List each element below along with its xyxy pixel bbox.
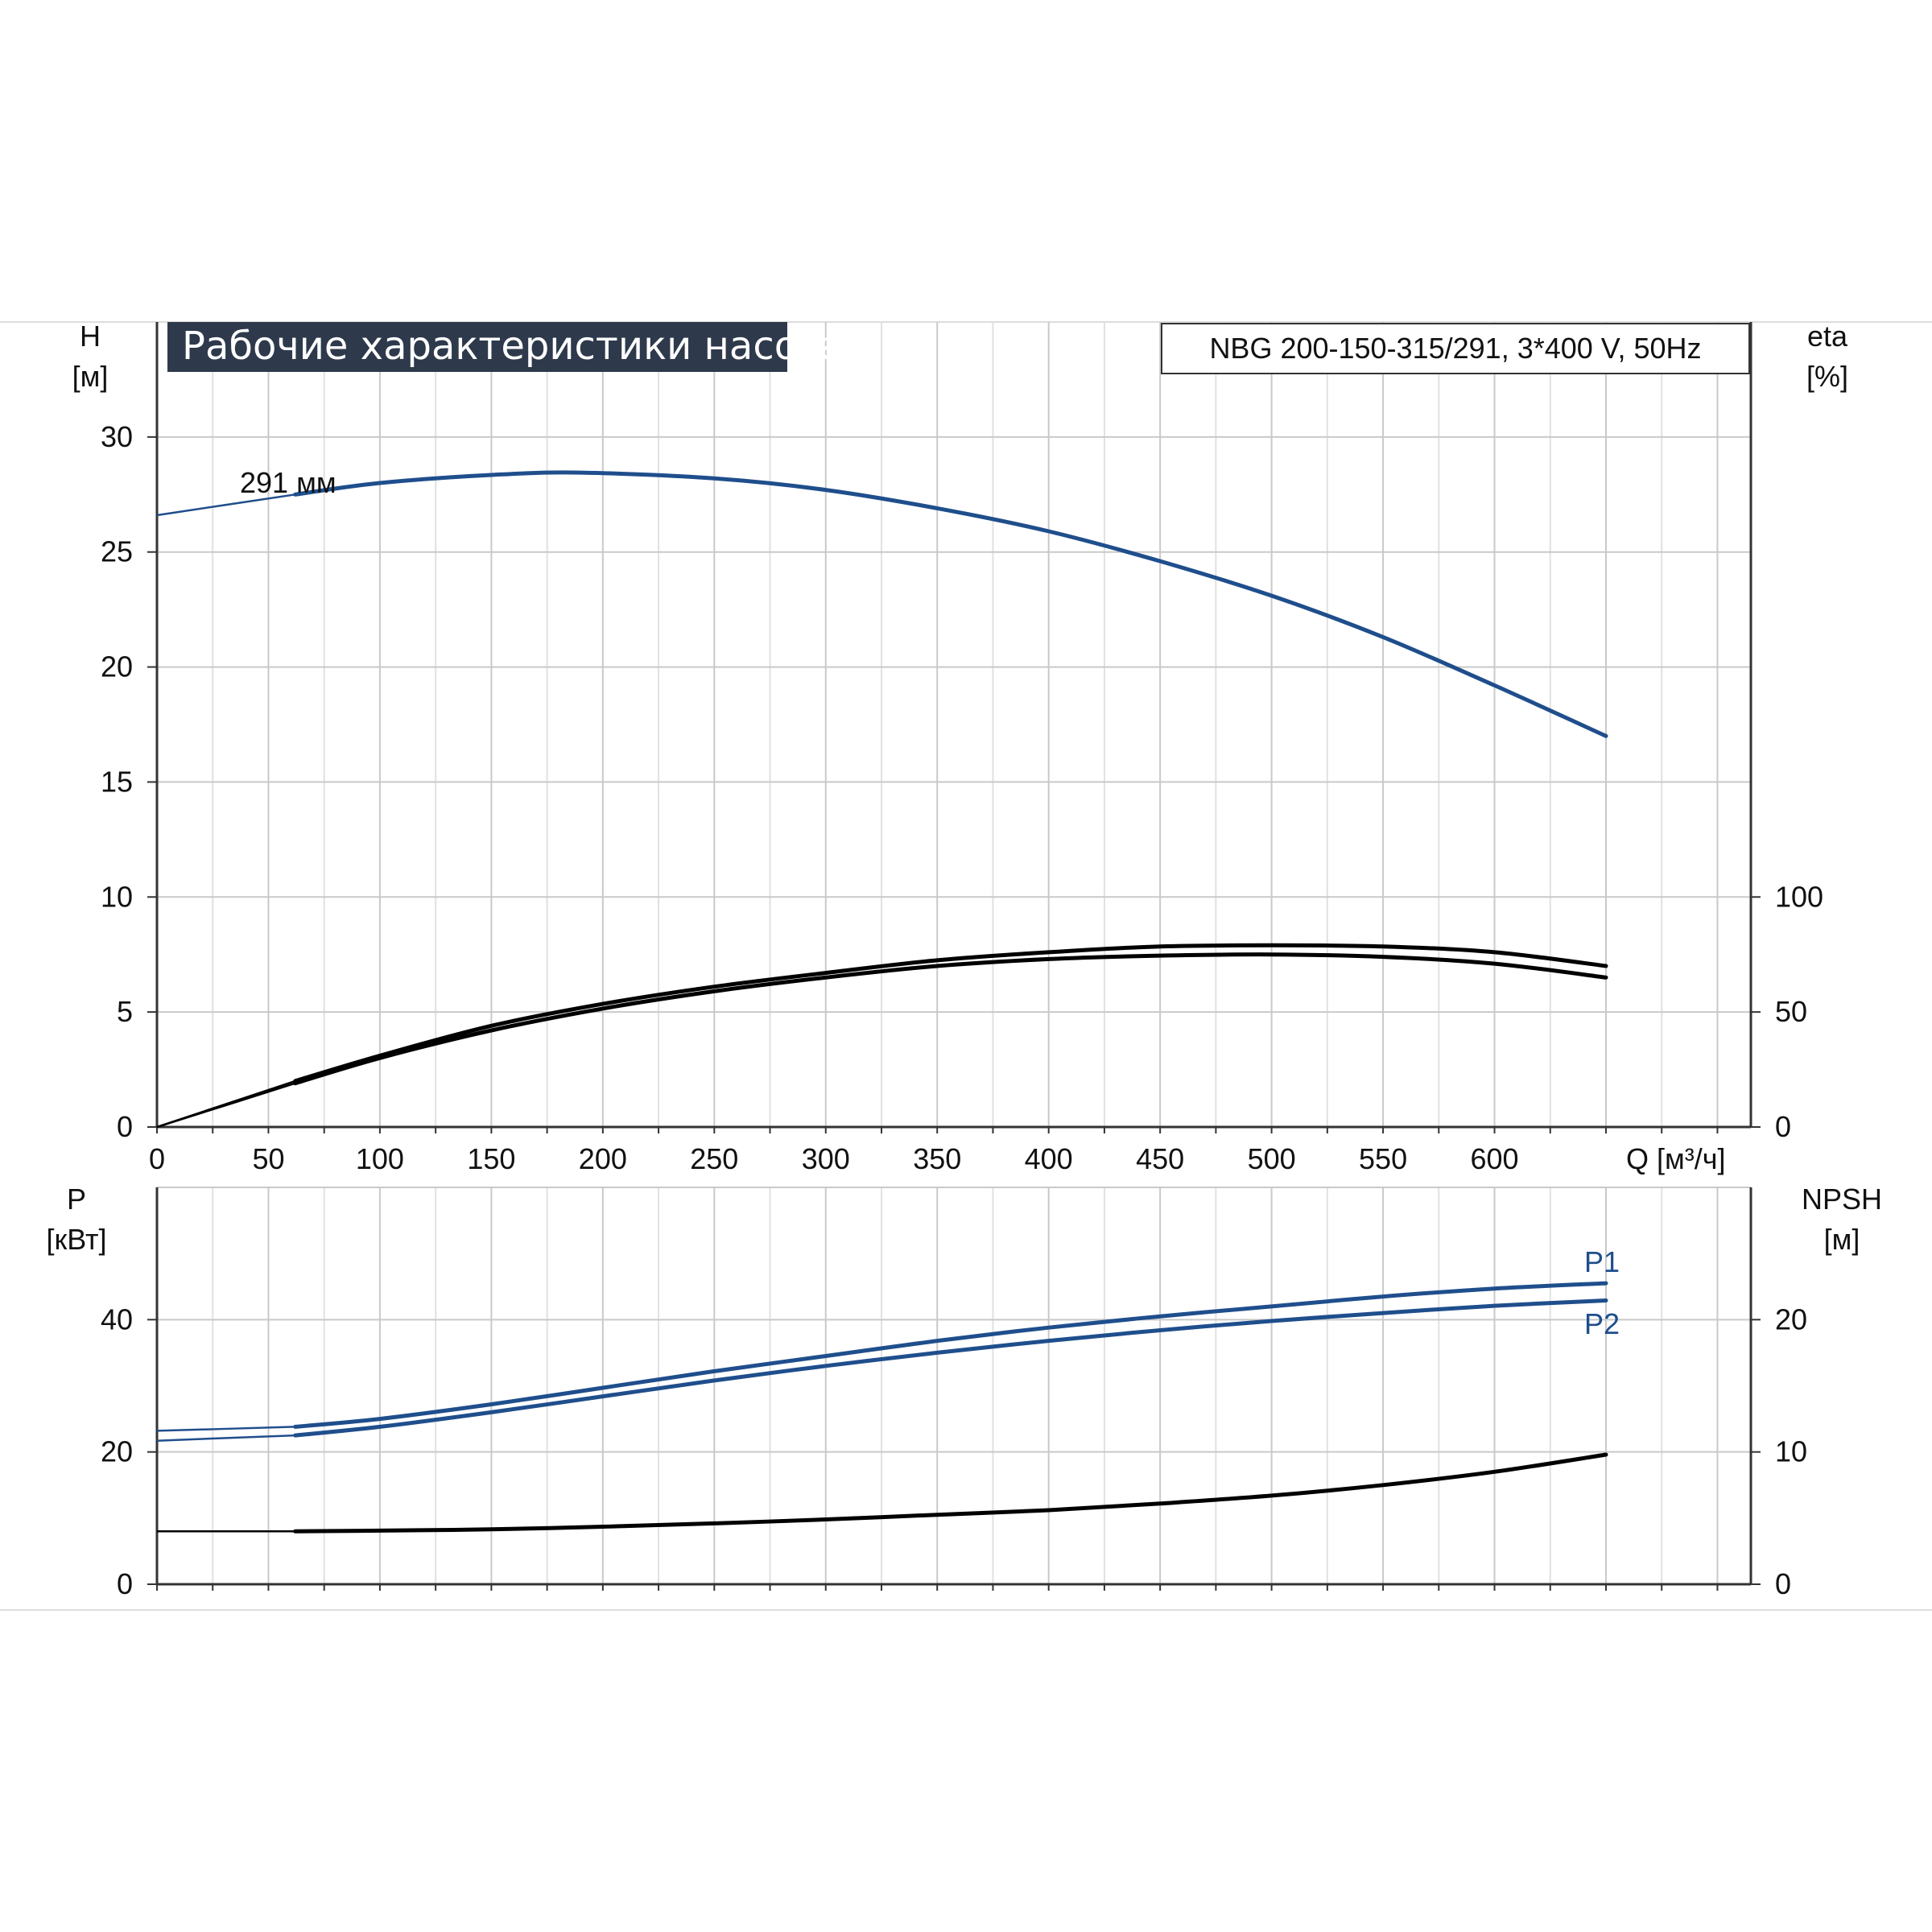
h-tick-label: 10 <box>101 880 133 913</box>
head-curve-291mm <box>293 470 1608 738</box>
h-tick-label: 25 <box>101 535 133 568</box>
chart-title: Рабочие характеристики насоса <box>182 324 843 369</box>
q-tick-label: 100 <box>356 1142 404 1175</box>
q-tick-label: 500 <box>1248 1142 1296 1175</box>
h-axis-label-unit: [м] <box>72 360 109 393</box>
h-tick-label: 20 <box>101 650 133 683</box>
model-box <box>1161 323 1750 374</box>
q-tick-label: 0 <box>149 1142 165 1175</box>
h-tick-label: 15 <box>101 765 133 798</box>
title-banner <box>167 322 787 372</box>
q-tick-label: 350 <box>913 1142 961 1175</box>
power-curve-p1-extension <box>156 1426 295 1432</box>
eta-tick-label: 0 <box>1775 1110 1791 1143</box>
power-curve-p2 <box>293 1298 1608 1438</box>
h-tick-label: 30 <box>101 420 133 453</box>
eta-tick-label: 50 <box>1775 995 1807 1028</box>
q-tick-label: 150 <box>467 1142 515 1175</box>
power-curve-p1 <box>293 1281 1608 1429</box>
npsh-axis-label-unit: [м] <box>1824 1223 1860 1256</box>
impeller-diameter-label: 291 мм <box>240 466 336 499</box>
eta-tick-label: 100 <box>1775 880 1823 913</box>
npsh-tick-label: 20 <box>1775 1302 1807 1335</box>
npsh-axis-label-name: NPSH <box>1802 1183 1882 1216</box>
p-tick-label: 0 <box>117 1567 133 1600</box>
npsh-tick-label: 10 <box>1775 1435 1807 1468</box>
q-tick-label: 450 <box>1136 1142 1184 1175</box>
q-tick-label: 250 <box>690 1142 738 1175</box>
q-tick-label: 50 <box>252 1142 284 1175</box>
efficiency-curve-2 <box>293 952 1608 1086</box>
q-tick-label: 300 <box>802 1142 850 1175</box>
h-axis-label-name: H <box>80 320 101 353</box>
p1-label: P1 <box>1584 1245 1620 1278</box>
q-tick-label: 200 <box>579 1142 627 1175</box>
efficiency-curve-1 <box>293 943 1608 1084</box>
p-axis-label-name: P <box>67 1183 86 1216</box>
q-axis-label: Q [м³/ч] <box>1626 1142 1726 1175</box>
power-curve-p2-extension <box>156 1434 295 1442</box>
q-tick-label: 600 <box>1470 1142 1518 1175</box>
model-label: NBG 200-150-315/291, 3*400 V, 50Hz <box>1209 332 1701 365</box>
p-axis-label-unit: [кВт] <box>46 1223 106 1256</box>
npsh-curve <box>293 1452 1608 1534</box>
eta-axis-label-name: eta <box>1807 320 1848 353</box>
p-tick-label: 20 <box>101 1435 133 1468</box>
npsh-tick-label: 0 <box>1775 1567 1791 1600</box>
p2-label: P2 <box>1584 1307 1620 1340</box>
eta-axis-label-unit: [%] <box>1806 360 1848 393</box>
q-tick-label: 400 <box>1025 1142 1073 1175</box>
h-tick-label: 5 <box>117 995 133 1028</box>
head-curve-291mm-extension <box>156 493 295 517</box>
q-tick-label: 550 <box>1359 1142 1407 1175</box>
efficiency-curve-2-extension <box>156 1082 296 1129</box>
h-tick-label: 0 <box>117 1110 133 1143</box>
p-tick-label: 40 <box>101 1302 133 1335</box>
